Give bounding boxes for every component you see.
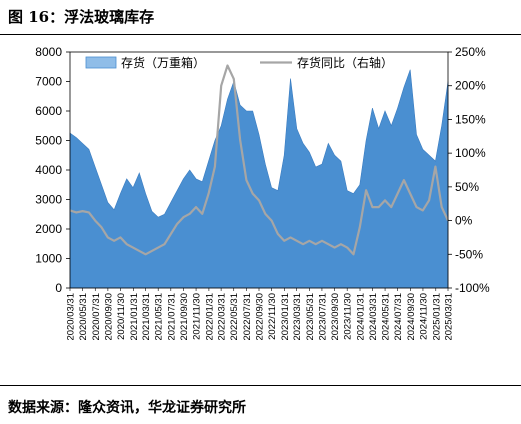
y-right-tick-label: 50% [455, 180, 479, 194]
area-layer [69, 69, 449, 289]
inventory-chart: 0 1000 2000 3000 4000 5000 6000 7000 8000 -100% -5… [35, 45, 490, 341]
x-tick-label: 2021/07/31 [166, 293, 177, 341]
x-tick-label: 2022/05/31 [229, 293, 240, 341]
x-tick-label: 2020/03/31 [66, 293, 77, 341]
chart-legend: 存货（万重箱） 存货同比（右轴） [85, 55, 393, 70]
y-left-tick-label: 1000 [35, 252, 62, 266]
x-tick-label: 2021/09/30 [179, 293, 190, 341]
y-right-tick-label: -50% [455, 247, 483, 261]
y-right-tick-label: 100% [455, 146, 486, 160]
x-tick-label: 2022/03/31 [217, 293, 228, 341]
y-left-tick-label: 3000 [35, 193, 62, 207]
y-left-tick-label: 6000 [35, 104, 62, 118]
y-right-tick-label: 150% [455, 112, 486, 126]
y-right-tick-label: 250% [455, 45, 486, 59]
x-tick-label: 2022/11/30 [267, 293, 278, 340]
y-left-tick-label: 7000 [35, 75, 62, 89]
figure-title: 图 16：浮法玻璃库存 [8, 8, 155, 26]
y-left-tick-label: 2000 [35, 222, 62, 236]
x-tick-label: 2022/09/30 [255, 293, 266, 341]
title-rule [0, 34, 521, 35]
series-area-inventory [69, 69, 449, 289]
x-tick-label: 2023/07/31 [317, 293, 328, 341]
x-tick-label: 2023/05/31 [305, 293, 316, 341]
series-line-yoy [69, 64, 449, 256]
x-tick-label: 2024/11/30 [418, 293, 429, 340]
x-tick-label: 2023/01/31 [280, 293, 291, 341]
x-tick-label: 2020/09/30 [103, 293, 114, 341]
x-tick-label: 2021/05/31 [154, 293, 165, 341]
y-right-tick-label: -100% [455, 281, 490, 295]
x-tick-label: 2021/03/31 [141, 293, 152, 341]
x-tick-label: 2024/07/31 [393, 293, 404, 341]
x-tick-label: 2023/11/30 [343, 293, 354, 340]
x-tick-label: 2022/07/31 [242, 293, 253, 341]
legend-label-yoy: 存货同比（右轴） [297, 55, 393, 70]
x-tick-label: 2024/09/30 [406, 293, 417, 341]
x-tick-label: 2024/01/31 [356, 293, 367, 341]
data-source: 数据来源：隆众资讯，华龙证券研究所 [8, 400, 246, 416]
x-tick-label: 2024/03/31 [368, 293, 379, 341]
x-tick-label: 2023/03/31 [292, 293, 303, 341]
x-tick-label: 2025/03/31 [444, 293, 455, 341]
legend-label-inventory: 存货（万重箱） [121, 55, 205, 70]
y-left-tick-label: 0 [55, 281, 62, 295]
y-right-tick-label: 0% [455, 214, 473, 228]
y-left-tick-label: 8000 [35, 45, 62, 59]
x-tick-label: 2021/11/30 [192, 293, 203, 340]
axis-layer: 0 1000 2000 3000 4000 5000 6000 7000 8000 -100% -5… [35, 45, 490, 341]
x-tick-label: 2020/07/31 [91, 293, 102, 341]
x-tick-label: 2021/01/31 [129, 293, 140, 341]
y-right-tick-label: 200% [455, 79, 486, 93]
legend-swatch-inventory [85, 56, 117, 69]
y-left-tick-label: 5000 [35, 134, 62, 148]
x-tick-label: 2023/09/30 [330, 293, 341, 341]
y-left-tick-label: 4000 [35, 163, 62, 177]
x-tick-label: 2022/01/31 [204, 293, 215, 341]
x-tick-label: 2025/01/31 [431, 293, 442, 341]
source-rule [0, 385, 521, 386]
x-tick-label: 2020/11/30 [116, 293, 127, 340]
x-tick-label: 2024/05/31 [381, 293, 392, 341]
line-layer [69, 64, 449, 256]
x-tick-label: 2020/05/31 [78, 293, 89, 341]
